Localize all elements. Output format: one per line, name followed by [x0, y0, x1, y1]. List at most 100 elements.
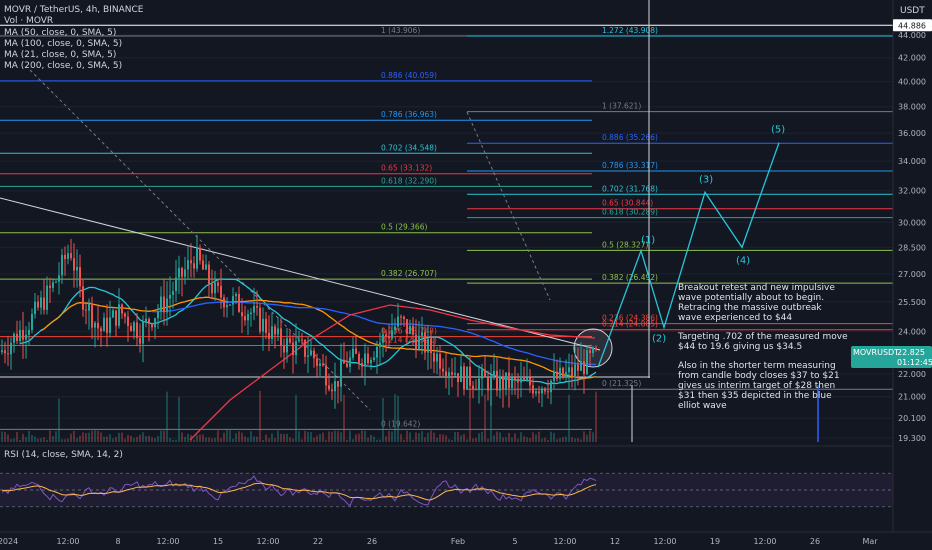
ma50-line	[40, 296, 597, 379]
candle-body	[148, 318, 150, 324]
volume-bar	[202, 434, 204, 442]
candle-body	[49, 285, 51, 288]
candle-body	[280, 328, 282, 347]
candles	[1, 234, 597, 409]
volume-bar	[505, 437, 507, 442]
volume-bar	[385, 436, 387, 442]
candle-body	[70, 253, 72, 259]
volume-bar	[208, 437, 210, 442]
candle-body	[367, 353, 369, 364]
fib-large-label: 0.886 (40.059)	[381, 71, 437, 80]
volume-bar	[94, 430, 96, 442]
ma200-legend[interactable]: MA (200, close, 0, SMA, 5)	[4, 61, 123, 71]
volume-bar	[367, 437, 369, 442]
candle-body	[484, 369, 486, 377]
candle-body	[76, 267, 78, 271]
volume-bar	[277, 430, 279, 442]
volume-bar	[241, 432, 243, 442]
candle-body	[511, 377, 513, 389]
candle-body	[19, 329, 21, 342]
symbol-title[interactable]: MOVR / TetherUS, 4h, BINANCE	[4, 5, 144, 15]
volume-bar	[427, 432, 429, 442]
volume-bar	[574, 438, 576, 442]
candle-body	[505, 372, 507, 390]
volume-bar	[73, 430, 75, 442]
fib-small-label: 0.786 (33.317)	[602, 161, 658, 170]
descending-trendline	[0, 197, 601, 351]
volume-bar	[541, 438, 543, 442]
volume-bars	[1, 390, 597, 442]
candle-body	[457, 373, 459, 383]
time-tick-label: 19	[710, 537, 720, 546]
price-tick-label: 24.000	[898, 327, 926, 336]
candle-body	[469, 366, 471, 386]
volume-bar	[481, 431, 483, 442]
volume-bar	[484, 394, 486, 442]
candle-body	[256, 306, 258, 308]
rsi-legend[interactable]: RSI (14, close, SMA, 14, 2)	[4, 450, 123, 460]
fib-large-label: 1 (43.906)	[381, 26, 420, 35]
candle-body	[55, 281, 57, 283]
volume-bar	[268, 438, 270, 442]
candle-body	[382, 334, 384, 343]
time-tick-label: 12:00	[256, 537, 279, 546]
candle-body	[238, 294, 240, 313]
candle-body	[424, 332, 426, 353]
candle-body	[151, 323, 153, 328]
volume-bar	[520, 432, 522, 442]
candle-body	[562, 367, 564, 377]
candle-body	[34, 301, 36, 314]
candle-body	[325, 365, 327, 386]
axis-bg	[893, 0, 932, 550]
volume-bar	[379, 439, 381, 442]
volume-bar	[361, 430, 363, 442]
candle-body	[259, 307, 261, 332]
volume-legend[interactable]: Vol · MOVR	[4, 16, 54, 26]
candle-body	[364, 353, 366, 367]
volume-bar	[355, 434, 357, 442]
candle-body	[178, 268, 180, 278]
volume-bar	[466, 439, 468, 442]
volume-bar	[508, 432, 510, 442]
candle-body	[139, 338, 141, 344]
volume-bar	[556, 439, 558, 442]
candle-body	[175, 277, 177, 292]
volume-bar	[133, 438, 135, 442]
candle-body	[427, 338, 429, 353]
price-tick-label: 34.000	[898, 157, 926, 166]
candle-body	[166, 298, 168, 313]
volume-bar	[547, 439, 549, 442]
price-tick-label: 44.000	[898, 31, 926, 40]
rsi-sma-line	[2, 482, 597, 501]
volume-bar	[376, 439, 378, 442]
volume-bar	[526, 437, 528, 442]
candle-body	[541, 388, 543, 394]
volume-bar	[409, 432, 411, 442]
ma50-legend[interactable]: MA (50, close, 0, SMA, 5)	[4, 28, 117, 38]
volume-bar	[364, 430, 366, 442]
volume-bar	[43, 437, 45, 442]
wave-label: (5)	[771, 125, 785, 136]
candle-body	[220, 285, 222, 298]
volume-bar	[4, 431, 6, 442]
candle-body	[415, 334, 417, 350]
candle-body	[40, 297, 42, 308]
fib-small-label: 0.382 (26.492)	[602, 273, 658, 282]
volume-bar	[286, 433, 288, 442]
volume-bar	[1, 431, 3, 442]
ma100-legend[interactable]: MA (100, close, 0, SMA, 5)	[4, 39, 123, 49]
candle-body	[61, 255, 63, 276]
volume-bar	[568, 394, 570, 442]
volume-bar	[235, 433, 237, 442]
candle-body	[520, 378, 522, 383]
fib-large-label: 0 (19.642)	[381, 419, 420, 428]
currency-label[interactable]: USDT	[900, 6, 925, 16]
volume-bar	[196, 435, 198, 442]
candle-body	[172, 291, 174, 295]
ma21-legend[interactable]: MA (21, close, 0, SMA, 5)	[4, 50, 117, 60]
candle-body	[337, 381, 339, 387]
volume-bar	[478, 433, 480, 442]
volume-bar	[517, 438, 519, 442]
